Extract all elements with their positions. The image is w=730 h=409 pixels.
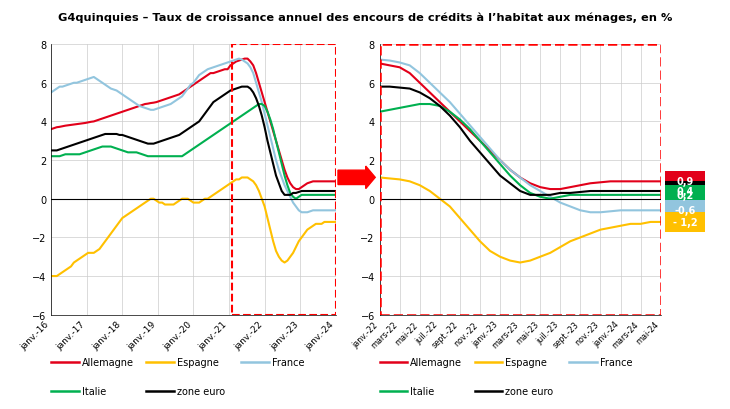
Text: France: France: [272, 357, 304, 367]
Text: 0,2: 0,2: [677, 191, 694, 200]
Text: zone euro: zone euro: [177, 386, 225, 396]
Bar: [232, 45, 336, 315]
Text: France: France: [600, 357, 633, 367]
Text: Espagne: Espagne: [177, 357, 218, 367]
Text: 0,9: 0,9: [677, 177, 694, 187]
Text: Italie: Italie: [82, 386, 106, 396]
Text: zone euro: zone euro: [505, 386, 553, 396]
Text: - 1,2: - 1,2: [673, 218, 697, 227]
Text: G4quinquies – Taux de croissance annuel des encours de crédits à l’habitat aux m: G4quinquies – Taux de croissance annuel …: [58, 12, 672, 23]
Text: -0,6: -0,6: [675, 206, 696, 216]
Text: 0,4: 0,4: [677, 187, 694, 196]
Text: Allemagne: Allemagne: [82, 357, 134, 367]
Text: Allemagne: Allemagne: [410, 357, 462, 367]
Text: Italie: Italie: [410, 386, 434, 396]
Text: Espagne: Espagne: [505, 357, 547, 367]
